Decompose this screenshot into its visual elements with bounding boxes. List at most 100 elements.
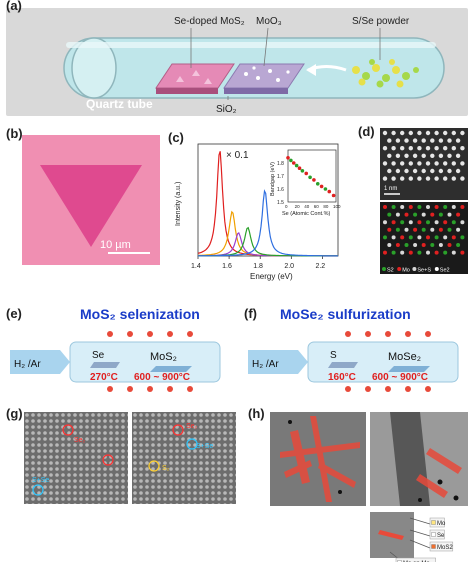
atom	[417, 235, 422, 240]
atom	[395, 153, 401, 158]
atom	[400, 146, 405, 151]
tube-highlight	[66, 42, 436, 48]
atom	[455, 168, 461, 174]
source-boat	[90, 362, 120, 368]
atom	[387, 212, 392, 217]
atom	[408, 146, 413, 151]
selenization-furnace: H₂ /Ar Se MoS₂ 270°C 600 ~ 900°C	[10, 331, 221, 392]
atom	[455, 153, 461, 158]
sulfurization-furnace: H₂ /Ar S MoSe₂ 160°C 600 ~ 900°C	[248, 331, 459, 392]
label-quartz-tube: Quartz tube	[86, 97, 153, 111]
atom	[443, 235, 448, 240]
atom	[434, 161, 439, 166]
atom	[400, 205, 405, 209]
atom	[400, 176, 405, 181]
atom	[391, 220, 396, 225]
legend-box	[429, 517, 445, 528]
panel-a-label: (a)	[6, 0, 22, 13]
defect-circle	[32, 484, 44, 496]
atom	[400, 161, 405, 166]
panel-f-label: (f)	[244, 306, 257, 321]
right-annotation-sse: S+Se	[196, 443, 213, 450]
atom	[443, 205, 448, 209]
mos2-strips-right	[416, 448, 462, 498]
legend-label: Mo on Mo	[403, 561, 430, 562]
atom	[383, 205, 387, 209]
atom	[456, 243, 461, 247]
legend-box	[429, 529, 445, 540]
leader-mos2	[409, 539, 431, 549]
bandgap-point	[315, 182, 320, 186]
legend-label: Se	[437, 533, 445, 539]
atom	[426, 250, 430, 255]
panel-c-label: (c)	[168, 130, 184, 145]
atom	[451, 130, 456, 136]
furnace-temperature: 600 ~ 900°C	[134, 372, 190, 383]
atom	[382, 161, 388, 166]
defect-circle	[148, 460, 160, 472]
inset-y-tick-label: 1.5	[277, 200, 284, 206]
atom	[395, 138, 401, 143]
atom	[443, 220, 448, 225]
atom	[451, 161, 456, 166]
bandgap-point	[331, 193, 336, 198]
atom	[430, 243, 435, 247]
atom	[404, 243, 409, 247]
atom	[456, 212, 461, 217]
atom	[391, 235, 396, 240]
atom	[455, 138, 461, 143]
atom	[417, 176, 422, 181]
heater-dots-top	[345, 331, 431, 337]
atom	[430, 153, 435, 158]
atom	[408, 176, 413, 181]
source-temperature: 270°C	[90, 372, 118, 383]
right-annotation-se2: Se₂	[186, 423, 198, 430]
atom	[413, 227, 418, 232]
bandgap-point	[304, 171, 309, 176]
bandgap-point	[294, 163, 299, 168]
legend-swatch	[397, 560, 402, 562]
atom	[426, 220, 430, 225]
atom	[434, 205, 439, 209]
stem-atoms-bottom	[383, 205, 465, 255]
atom	[447, 212, 452, 217]
atom	[443, 130, 448, 136]
bandgap-point	[300, 169, 305, 173]
legend-swatch	[434, 267, 439, 271]
atom	[421, 168, 426, 174]
atom	[430, 138, 435, 143]
gas-label: H₂ /Ar	[14, 359, 41, 370]
s-se-powder	[352, 59, 419, 88]
atom	[408, 130, 413, 136]
atom	[438, 212, 443, 217]
defect-circle	[102, 454, 114, 466]
atom	[391, 130, 396, 136]
atom	[387, 227, 392, 232]
legend-box	[395, 557, 436, 562]
atom	[434, 176, 439, 181]
inset-x-tick-label: 100	[333, 204, 341, 209]
bandgap-point	[297, 166, 302, 170]
atom	[417, 220, 422, 225]
inset-x-tick-label: 60	[314, 204, 320, 209]
source-boat	[328, 362, 358, 368]
legend-swatch	[431, 532, 436, 537]
inset-y-tick-label: 1.6	[277, 187, 284, 193]
haadf-images: Se₂ S+Se Se₂ S+Se S₂	[24, 412, 236, 504]
atom	[395, 212, 400, 217]
bandgap-point	[286, 156, 290, 160]
leader-moo3	[263, 27, 269, 67]
atom	[425, 176, 431, 181]
gas-label: H₂ /Ar	[252, 359, 279, 370]
atom	[425, 161, 431, 166]
atom	[421, 138, 426, 143]
atom	[408, 205, 413, 209]
scale-bar-label: 10 µm	[100, 239, 131, 251]
inset-y-tick-label: 1.8	[277, 161, 284, 167]
atom	[382, 146, 388, 151]
atom	[404, 212, 409, 217]
atom	[451, 250, 456, 255]
inset-x-tick-label: 40	[304, 204, 310, 209]
legend-label: Mo	[402, 268, 410, 274]
